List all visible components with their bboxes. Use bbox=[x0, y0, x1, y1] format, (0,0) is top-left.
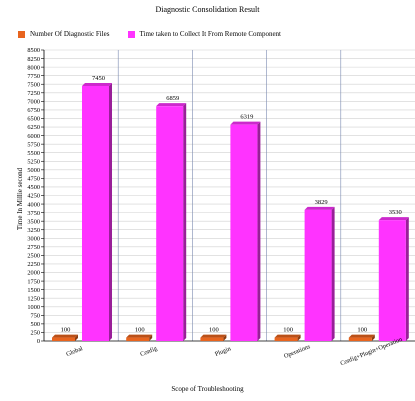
data-label-collection-time: 3829 bbox=[315, 199, 328, 206]
data-label-collection-time: 3530 bbox=[389, 209, 402, 216]
y-tick-label: 0 bbox=[37, 338, 40, 345]
y-tick-label: 6750 bbox=[27, 107, 40, 114]
y-tick-label: 8500 bbox=[27, 47, 40, 54]
y-tick-label: 1500 bbox=[27, 287, 40, 294]
y-tick-label: 1000 bbox=[27, 304, 40, 311]
bar-diagnostic-files-side bbox=[297, 334, 301, 341]
y-tick-label: 7000 bbox=[27, 99, 40, 106]
y-tick-label: 5250 bbox=[27, 158, 40, 165]
bar-diagnostic-files-side bbox=[223, 334, 227, 341]
bar-diagnostic-files-top bbox=[348, 334, 375, 338]
bar-collection-time-top bbox=[230, 121, 261, 125]
y-tick-label: 5000 bbox=[27, 167, 40, 174]
y-tick-label: 6000 bbox=[27, 133, 40, 140]
y-tick-label: 8250 bbox=[27, 56, 40, 63]
bar-diagnostic-files-side bbox=[149, 334, 153, 341]
legend-label-collection-time: Time taken to Collect It From Remote Com… bbox=[139, 30, 281, 38]
bar-collection-time-side bbox=[405, 217, 409, 341]
y-tick-label: 4250 bbox=[27, 193, 40, 200]
data-label-diagnostic-files: 100 bbox=[209, 327, 219, 334]
bar-diagnostic-files bbox=[126, 337, 150, 341]
legend-swatch-collection-time bbox=[127, 30, 135, 38]
data-label-collection-time: 6319 bbox=[240, 114, 253, 121]
y-tick-label: 3500 bbox=[27, 218, 40, 225]
bar-collection-time bbox=[156, 106, 184, 341]
data-label-collection-time: 7450 bbox=[92, 75, 105, 82]
y-tick-label: 7500 bbox=[27, 81, 40, 88]
y-tick-label: 2750 bbox=[27, 244, 40, 251]
y-tick-label: 1750 bbox=[27, 278, 40, 285]
bar-diagnostic-files-top bbox=[126, 334, 153, 338]
legend-item-diagnostic-files: Number Of Diagnostic Files bbox=[18, 30, 110, 38]
y-tick-label: 6500 bbox=[27, 116, 40, 123]
y-tick-label: 3000 bbox=[27, 235, 40, 242]
bar-collection-time bbox=[304, 209, 332, 341]
bar-collection-time-side bbox=[183, 103, 187, 341]
bar-diagnostic-files-top bbox=[200, 334, 227, 338]
bar-collection-time-side bbox=[109, 82, 112, 342]
x-axis-label: Scope of Troubleshooting bbox=[171, 385, 244, 393]
bar-diagnostic-files-top bbox=[52, 334, 78, 338]
y-tick-label: 7750 bbox=[27, 73, 40, 80]
legend-label-diagnostic-files: Number Of Diagnostic Files bbox=[30, 30, 110, 38]
y-tick-label: 4500 bbox=[27, 184, 40, 191]
bar-diagnostic-files-side bbox=[75, 334, 78, 341]
y-tick-label: 4000 bbox=[27, 201, 40, 208]
bar-diagnostic-files bbox=[200, 337, 224, 341]
y-tick-label: 3750 bbox=[27, 210, 40, 217]
y-tick-label: 2000 bbox=[27, 270, 40, 277]
chart-legend: Number Of Diagnostic Files Time taken to… bbox=[18, 30, 281, 38]
legend-item-collection-time: Time taken to Collect It From Remote Com… bbox=[127, 30, 281, 38]
bar-collection-time-top bbox=[156, 103, 187, 107]
y-axis-label: Time In Millie second bbox=[16, 167, 24, 231]
y-tick-label: 3250 bbox=[27, 227, 40, 234]
bar-diagnostic-files-top bbox=[274, 334, 301, 338]
y-tick-label: 2500 bbox=[27, 253, 40, 260]
bar-collection-time-top bbox=[304, 206, 335, 210]
y-tick-label: 750 bbox=[31, 313, 40, 320]
bar-collection-time bbox=[230, 124, 258, 341]
y-tick-label: 8000 bbox=[27, 64, 40, 71]
y-tick-label: 5500 bbox=[27, 150, 40, 157]
y-tick-label: 5750 bbox=[27, 141, 40, 148]
bar-diagnostic-files-side bbox=[371, 334, 375, 341]
x-tick-label: Global bbox=[65, 345, 84, 358]
bar-collection-time bbox=[378, 220, 406, 341]
data-label-diagnostic-files: 100 bbox=[357, 327, 367, 334]
y-tick-label: 1250 bbox=[27, 295, 40, 302]
x-tick-label: Operations bbox=[283, 343, 312, 360]
data-label-diagnostic-files: 100 bbox=[283, 327, 293, 334]
legend-swatch-diagnostic-files bbox=[18, 30, 25, 38]
x-tick-label: Plugin bbox=[214, 345, 233, 358]
y-tick-label: 6250 bbox=[27, 124, 40, 131]
data-label-collection-time: 6859 bbox=[166, 95, 179, 102]
chart-title: Diagnostic Consolidation Result bbox=[155, 5, 260, 14]
data-label-diagnostic-files: 100 bbox=[135, 327, 145, 334]
y-tick-label: 7250 bbox=[27, 90, 40, 97]
bar-collection-time-side bbox=[331, 206, 335, 341]
y-tick-label: 250 bbox=[31, 330, 40, 337]
y-tick-label: 2250 bbox=[27, 261, 40, 268]
bar-collection-time-top bbox=[82, 82, 112, 86]
bar-diagnostic-files bbox=[52, 337, 75, 341]
bar-collection-time bbox=[82, 85, 109, 342]
bar-diagnostic-files bbox=[348, 337, 372, 341]
data-label-diagnostic-files: 100 bbox=[61, 327, 71, 334]
bar-collection-time-top bbox=[378, 217, 409, 221]
x-tick-label: Config bbox=[139, 345, 159, 358]
y-tick-label: 500 bbox=[31, 321, 40, 328]
bar-diagnostic-files bbox=[274, 337, 298, 341]
y-tick-label: 4750 bbox=[27, 176, 40, 183]
bar-collection-time-side bbox=[257, 121, 261, 341]
